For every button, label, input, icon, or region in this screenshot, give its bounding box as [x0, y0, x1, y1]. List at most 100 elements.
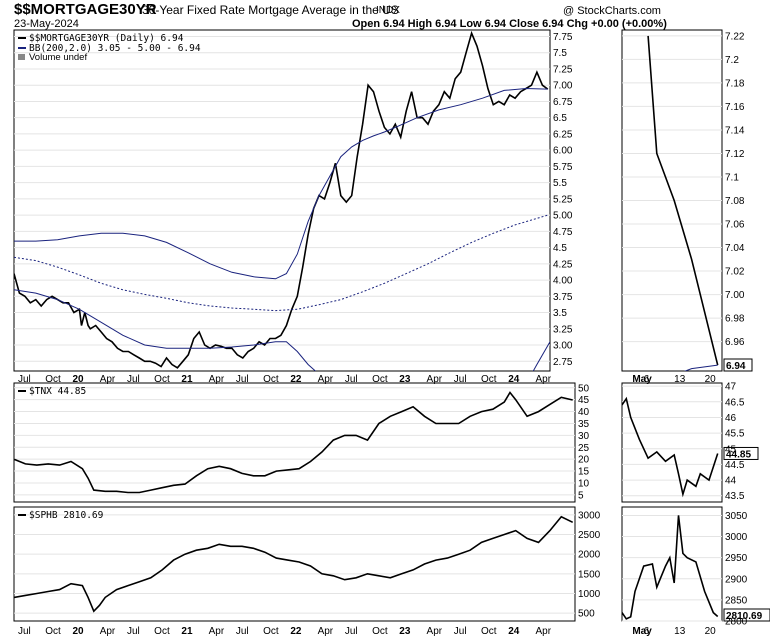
x-tick-label: 21 — [181, 626, 193, 637]
x-tick-label: Oct — [263, 374, 279, 385]
x-tick-label: Jul — [345, 374, 358, 385]
x-tick-label: 13 — [674, 374, 686, 385]
series--sphb — [14, 515, 574, 613]
y-tick-label: 46.5 — [725, 397, 745, 408]
x-tick-label: 6 — [644, 374, 650, 385]
y-tick-label: 4.25 — [553, 259, 573, 270]
x-tick-label: Apr — [100, 626, 116, 637]
x-tick-label: 22 — [290, 626, 302, 637]
y-tick-label: 6.00 — [553, 146, 573, 157]
x-tick-label: 22 — [290, 374, 302, 385]
x-tick-label: 24 — [508, 626, 520, 637]
x-tick-label: Apr — [100, 374, 116, 385]
panel-0 — [13, 29, 551, 372]
x-tick-label: Oct — [481, 374, 497, 385]
y-tick-label: 7.5 — [553, 48, 567, 59]
x-tick-label: May — [632, 374, 652, 385]
x-tick-label: 20 — [705, 626, 717, 637]
x-tick-label: 23 — [399, 626, 411, 637]
y-tick-label: 4.75 — [553, 227, 573, 238]
y-tick-label: 6.5 — [553, 113, 567, 124]
y-tick-label: 3000 — [578, 510, 601, 521]
x-tick-label: Apr — [318, 626, 334, 637]
y-tick-label: 7.06 — [725, 220, 745, 231]
y-tick-label: 30 — [578, 431, 590, 442]
x-tick-label: Oct — [481, 626, 497, 637]
y-tick-label: 6.98 — [725, 314, 745, 325]
panel-frame — [621, 506, 723, 622]
y-tick-label: 7.1 — [725, 172, 739, 183]
panel-3 — [621, 382, 759, 503]
x-tick-label: Jul — [127, 626, 140, 637]
y-tick-label: 2900 — [725, 574, 748, 585]
y-tick-label: 3.75 — [553, 292, 573, 303]
panel-frame — [13, 382, 576, 503]
y-tick-label: 45 — [725, 444, 737, 455]
y-tick-label: 4.00 — [553, 276, 573, 287]
y-tick-label: 7.04 — [725, 243, 745, 254]
panel-5 — [621, 506, 770, 622]
x-tick-label: Apr — [427, 374, 443, 385]
y-tick-label: 47 — [725, 382, 737, 393]
y-tick-label: 2000 — [578, 550, 601, 561]
x-tick-label: Oct — [45, 626, 61, 637]
x-tick-label: 23 — [399, 374, 411, 385]
y-tick-label: 5 — [578, 490, 584, 501]
x-tick-label: Jul — [236, 374, 249, 385]
x-tick-label: Oct — [372, 626, 388, 637]
x-tick-label: 20 — [705, 374, 717, 385]
series-bb-lower — [14, 289, 550, 371]
y-tick-label: 2500 — [578, 530, 601, 541]
y-tick-label: 5.5 — [553, 178, 567, 189]
legend-tnx: $TNX 44.85 — [29, 386, 86, 397]
x-tick-label: Oct — [154, 374, 170, 385]
y-tick-label: 4.5 — [553, 243, 567, 254]
x-tick-label: Apr — [535, 626, 551, 637]
y-tick-label: 3.00 — [553, 341, 573, 352]
y-tick-label: 2850 — [725, 595, 748, 606]
x-tick-label: Jul — [18, 626, 31, 637]
x-tick-label: May — [632, 626, 652, 637]
y-tick-label: 7.12 — [725, 149, 745, 160]
chart-exchange: INDX — [376, 5, 400, 16]
x-tick-label: Oct — [154, 626, 170, 637]
last-value-box — [723, 358, 753, 372]
y-tick-label: 15 — [578, 467, 590, 478]
x-tick-label: Jul — [127, 374, 140, 385]
series-bb-middle — [14, 214, 548, 312]
panel-frame — [13, 29, 551, 372]
last-value-label: 44.85 — [726, 449, 751, 460]
x-tick-label: Jul — [454, 374, 467, 385]
x-tick-label: 20 — [72, 374, 84, 385]
x-tick-label: 24 — [508, 374, 520, 385]
y-tick-label: 25 — [578, 443, 590, 454]
last-value-label: 2810.69 — [726, 611, 763, 622]
legend-bb: BB(200,2.0) 3.05 - 5.00 - 6.94 — [29, 43, 201, 54]
x-tick-label: Oct — [372, 374, 388, 385]
y-tick-label: 5.00 — [553, 211, 573, 222]
x-tick-label: Jul — [345, 626, 358, 637]
x-tick-label: Apr — [318, 374, 334, 385]
last-value-label: 6.94 — [726, 361, 746, 372]
y-tick-label: 3.5 — [553, 308, 567, 319]
x-tick-label: 20 — [72, 626, 84, 637]
panel-frame — [621, 382, 723, 503]
y-tick-label: 7.14 — [725, 125, 745, 136]
y-tick-label: 7.00 — [725, 290, 745, 301]
panel-4 — [13, 506, 576, 622]
y-tick-label: 20 — [578, 455, 590, 466]
x-tick-label: 6 — [644, 626, 650, 637]
series-price — [14, 30, 549, 369]
y-tick-label: 46 — [725, 413, 737, 424]
y-tick-label: 500 — [578, 609, 595, 620]
x-tick-label: Oct — [263, 626, 279, 637]
chart-date: 23-May-2024 — [14, 18, 79, 30]
panel-2 — [13, 382, 576, 503]
y-tick-label: 7.75 — [553, 32, 573, 43]
y-tick-label: 3000 — [725, 532, 748, 543]
series--tnx — [14, 391, 573, 494]
y-tick-label: 44.5 — [725, 460, 745, 471]
y-tick-label: 40 — [578, 407, 590, 418]
x-tick-label: Apr — [209, 626, 225, 637]
stockcharts-credit: @ StockCharts.com — [563, 5, 661, 17]
